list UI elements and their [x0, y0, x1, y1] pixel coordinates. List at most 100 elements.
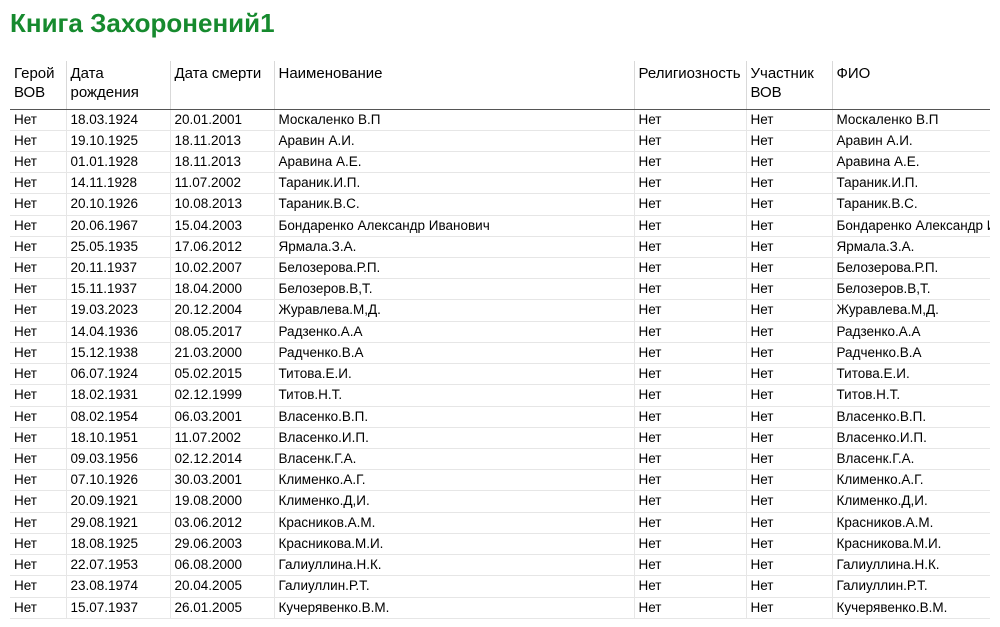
cell-vet: Нет — [746, 406, 832, 427]
cell-hero: Нет — [10, 258, 66, 279]
cell-hero: Нет — [10, 512, 66, 533]
cell-name: Белозерова.Р.П. — [274, 258, 634, 279]
cell-dod: 20.01.2001 — [170, 109, 274, 130]
cell-relig: Нет — [634, 385, 746, 406]
column-header-fio: ФИО — [832, 61, 990, 109]
cell-relig: Нет — [634, 173, 746, 194]
cell-relig: Нет — [634, 130, 746, 151]
cell-dob: 14.11.1928 — [66, 173, 170, 194]
cell-name: Тараник.И.П. — [274, 173, 634, 194]
cell-vet: Нет — [746, 130, 832, 151]
cell-relig: Нет — [634, 342, 746, 363]
cell-hero: Нет — [10, 194, 66, 215]
table-row: Нет08.02.195406.03.2001Власенко.В.П.НетН… — [10, 406, 990, 427]
cell-fio: Бондаренко Александр И — [832, 215, 990, 236]
cell-dod: 20.12.2004 — [170, 300, 274, 321]
cell-dod: 06.03.2001 — [170, 406, 274, 427]
cell-relig: Нет — [634, 300, 746, 321]
table-row: Нет29.08.192103.06.2012Красников.А.М.Нет… — [10, 512, 990, 533]
table-row: Нет15.12.193821.03.2000Радченко.В.АНетНе… — [10, 342, 990, 363]
cell-dod: 02.12.1999 — [170, 385, 274, 406]
cell-relig: Нет — [634, 279, 746, 300]
cell-name: Журавлева.М,Д. — [274, 300, 634, 321]
burial-table: Герой ВОВДата рожденияДата смертиНаимено… — [10, 61, 990, 619]
cell-vet: Нет — [746, 300, 832, 321]
cell-dob: 15.11.1937 — [66, 279, 170, 300]
cell-vet: Нет — [746, 470, 832, 491]
cell-dob: 19.10.1925 — [66, 130, 170, 151]
cell-hero: Нет — [10, 321, 66, 342]
cell-dod: 02.12.2014 — [170, 449, 274, 470]
table-row: Нет20.06.196715.04.2003Бондаренко Алекса… — [10, 215, 990, 236]
cell-vet: Нет — [746, 342, 832, 363]
cell-relig: Нет — [634, 470, 746, 491]
cell-dob: 18.08.1925 — [66, 533, 170, 554]
cell-dob: 09.03.1956 — [66, 449, 170, 470]
cell-name: Радзенко.А.А — [274, 321, 634, 342]
cell-fio: Власенко.В.П. — [832, 406, 990, 427]
cell-dob: 20.09.1921 — [66, 491, 170, 512]
cell-name: Аравина А.Е. — [274, 151, 634, 172]
cell-name: Красникова.М.И. — [274, 533, 634, 554]
column-header-dob: Дата рождения — [66, 61, 170, 109]
cell-dob: 15.12.1938 — [66, 342, 170, 363]
table-head: Герой ВОВДата рожденияДата смертиНаимено… — [10, 61, 990, 109]
cell-dod: 11.07.2002 — [170, 427, 274, 448]
cell-dod: 10.08.2013 — [170, 194, 274, 215]
cell-dob: 18.02.1931 — [66, 385, 170, 406]
column-header-hero: Герой ВОВ — [10, 61, 66, 109]
cell-relig: Нет — [634, 258, 746, 279]
cell-name: Красников.А.М. — [274, 512, 634, 533]
cell-vet: Нет — [746, 151, 832, 172]
cell-dod: 05.02.2015 — [170, 364, 274, 385]
cell-name: Кучерявенко.В.М. — [274, 597, 634, 618]
cell-vet: Нет — [746, 385, 832, 406]
cell-dob: 01.01.1928 — [66, 151, 170, 172]
cell-fio: Москаленко В.П — [832, 109, 990, 130]
cell-name: Галиуллина.Н.К. — [274, 555, 634, 576]
cell-dod: 26.01.2005 — [170, 597, 274, 618]
cell-hero: Нет — [10, 470, 66, 491]
table-body: Нет18.03.192420.01.2001Москаленко В.ПНет… — [10, 109, 990, 618]
table-row: Нет23.08.197420.04.2005Галиуллин.Р.Т.Нет… — [10, 576, 990, 597]
cell-dob: 19.03.2023 — [66, 300, 170, 321]
table-row: Нет15.11.193718.04.2000Белозеров.В,Т.Нет… — [10, 279, 990, 300]
table-row: Нет20.09.192119.08.2000Клименко.Д,И.НетН… — [10, 491, 990, 512]
table-row: Нет19.10.192518.11.2013Аравин А.И.НетНет… — [10, 130, 990, 151]
cell-fio: Клименко.А.Г. — [832, 470, 990, 491]
cell-hero: Нет — [10, 215, 66, 236]
cell-vet: Нет — [746, 215, 832, 236]
cell-name: Белозеров.В,Т. — [274, 279, 634, 300]
table-row: Нет06.07.192405.02.2015Титова.Е.И.НетНет… — [10, 364, 990, 385]
cell-vet: Нет — [746, 491, 832, 512]
cell-hero: Нет — [10, 491, 66, 512]
table-row: Нет14.11.192811.07.2002Тараник.И.П.НетНе… — [10, 173, 990, 194]
cell-dob: 07.10.1926 — [66, 470, 170, 491]
cell-hero: Нет — [10, 427, 66, 448]
cell-dod: 11.07.2002 — [170, 173, 274, 194]
cell-hero: Нет — [10, 130, 66, 151]
cell-hero: Нет — [10, 236, 66, 257]
cell-relig: Нет — [634, 151, 746, 172]
cell-name: Власенк.Г.А. — [274, 449, 634, 470]
cell-relig: Нет — [634, 406, 746, 427]
cell-dob: 08.02.1954 — [66, 406, 170, 427]
cell-dob: 22.07.1953 — [66, 555, 170, 576]
cell-dob: 29.08.1921 — [66, 512, 170, 533]
cell-vet: Нет — [746, 279, 832, 300]
cell-vet: Нет — [746, 427, 832, 448]
cell-relig: Нет — [634, 491, 746, 512]
cell-hero: Нет — [10, 597, 66, 618]
cell-name: Ярмала.З.А. — [274, 236, 634, 257]
cell-name: Титова.Е.И. — [274, 364, 634, 385]
cell-vet: Нет — [746, 236, 832, 257]
cell-fio: Галиуллин.Р.Т. — [832, 576, 990, 597]
table-row: Нет09.03.195602.12.2014Власенк.Г.А.НетНе… — [10, 449, 990, 470]
cell-dod: 03.06.2012 — [170, 512, 274, 533]
table-row: Нет18.08.192529.06.2003Красникова.М.И.Не… — [10, 533, 990, 554]
cell-relig: Нет — [634, 597, 746, 618]
cell-dod: 08.05.2017 — [170, 321, 274, 342]
cell-hero: Нет — [10, 449, 66, 470]
cell-relig: Нет — [634, 215, 746, 236]
column-header-dod: Дата смерти — [170, 61, 274, 109]
